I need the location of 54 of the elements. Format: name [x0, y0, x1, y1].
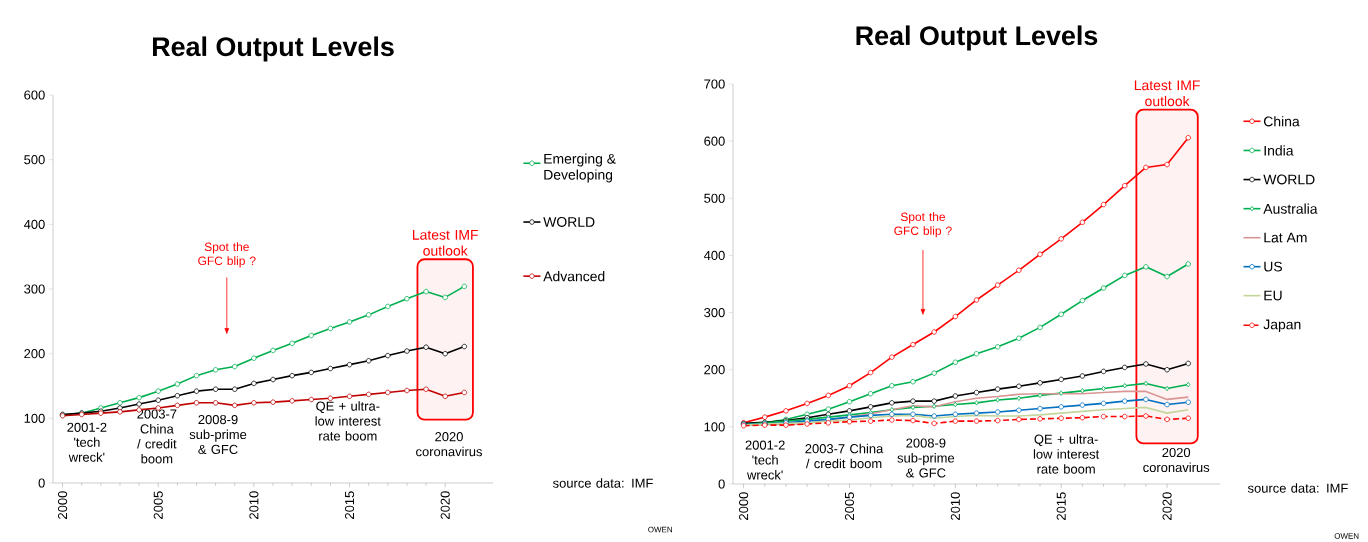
- x-tick-label: 2005: [153, 491, 163, 519]
- y-tick-label: 200: [704, 365, 725, 375]
- annotation: 2008-9 sub-prime & GFC: [897, 438, 955, 478]
- x-tick-label: 2000: [739, 492, 749, 520]
- band-label: Latest IMF outlook: [413, 230, 478, 256]
- annotation: 2008-9 sub-prime & GFC: [189, 414, 247, 455]
- source-note: source data: IMF: [1247, 483, 1348, 493]
- y-tick-label: 200: [24, 349, 45, 359]
- legend-label: Advanced: [543, 271, 605, 282]
- x-tick-label: 2020: [440, 491, 450, 519]
- y-tick-label: 500: [704, 193, 725, 203]
- y-tick-label: 700: [704, 79, 725, 89]
- legend-label: China: [1263, 116, 1300, 127]
- y-tick-label: 600: [24, 90, 45, 100]
- x-tick-label: 2000: [57, 491, 68, 519]
- y-tick-label: 300: [24, 284, 45, 294]
- annotation: 2003-7 China / credit boom: [137, 409, 177, 464]
- annotation: QE + ultra-low interest rate boom: [315, 401, 381, 441]
- y-tick-label: 600: [704, 136, 725, 146]
- y-tick-label: 300: [704, 307, 725, 318]
- legend-label: WORLD: [543, 217, 595, 227]
- y-tick-label: 400: [23, 219, 45, 229]
- chart-title: Real Output Levels: [856, 25, 1098, 51]
- y-tick-label: 100: [24, 413, 45, 423]
- x-tick-label: 2015: [344, 491, 355, 519]
- annotation: 2001-2 'tech wreck': [67, 422, 107, 462]
- legend-label: India: [1264, 145, 1294, 156]
- legend-label: Emerging & Developing: [544, 153, 616, 183]
- annotation: Spot the GFC blip ?: [894, 212, 952, 238]
- x-tick-label: 2010: [249, 491, 259, 519]
- legend-label: Australia: [1263, 203, 1318, 214]
- x-tick-label: 2010: [950, 492, 960, 520]
- x-tick-label: 2005: [844, 492, 855, 520]
- legend-label: Lat Am: [1264, 232, 1307, 243]
- band-label: Latest IMF outlook: [1134, 80, 1200, 107]
- annotation: 2020 coronavirus: [1143, 447, 1210, 473]
- annotation: QE + ultra-low interest rate boom: [1033, 434, 1100, 474]
- annotation: 2003-7 China / credit boom: [805, 443, 884, 469]
- annotation: Spot the GFC blip ?: [198, 242, 256, 268]
- x-tick-label: 2020: [1162, 492, 1172, 520]
- legend-label: US: [1264, 261, 1283, 272]
- chart-title: Real Output Levels: [152, 36, 394, 62]
- annotation: 2020 coronavirus: [416, 432, 483, 457]
- legend-label: EU: [1264, 290, 1282, 301]
- source-note: source data: IMF: [552, 478, 653, 488]
- y-tick-label: 400: [703, 250, 725, 260]
- annotation: 2001-2 'tech wreck': [745, 440, 785, 480]
- x-tick-label: 2015: [1056, 492, 1066, 520]
- legend-label: WORLD: [1263, 174, 1315, 185]
- legend-label: Japan: [1263, 319, 1301, 333]
- y-tick-label: 0: [718, 479, 725, 489]
- y-tick-label: 0: [38, 478, 45, 488]
- y-tick-label: 500: [24, 155, 45, 165]
- y-tick-label: 100: [704, 422, 725, 432]
